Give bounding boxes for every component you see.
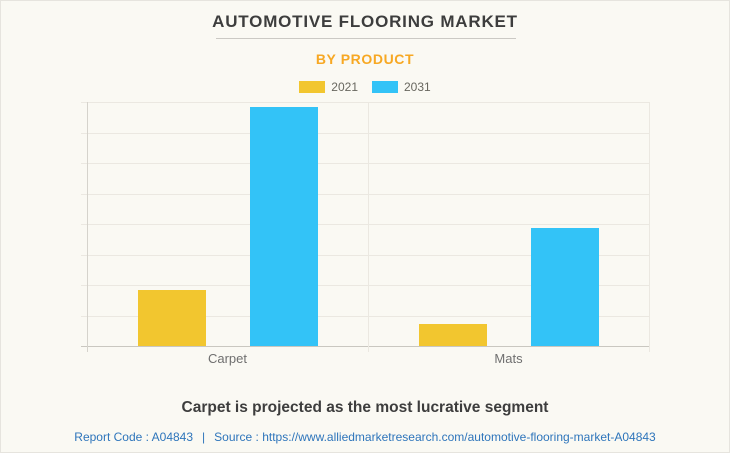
vertical-gridline <box>368 102 369 352</box>
legend-swatch-2031 <box>372 81 398 93</box>
page-title: AUTOMOTIVE FLOORING MARKET <box>212 12 518 31</box>
legend: 2021 2031 <box>1 79 729 95</box>
source-link[interactable]: https://www.alliedmarketresearch.com/aut… <box>262 430 656 444</box>
gridline <box>81 224 649 225</box>
chart-subtitle: BY PRODUCT <box>315 51 415 67</box>
source-label: Source : <box>214 430 259 444</box>
footer-source-line: Report Code : A04843 | Source : https://ww… <box>1 430 729 444</box>
gridline <box>81 193 649 195</box>
bar-carpet-2021[interactable] <box>138 289 206 346</box>
legend-label-2021: 2021 <box>331 80 358 94</box>
x-axis-label-carpet: Carpet <box>207 351 248 366</box>
gridline <box>81 285 649 286</box>
x-axis-line <box>81 346 649 347</box>
bar-carpet-2031[interactable] <box>250 106 318 346</box>
x-axis-label-mats: Mats <box>494 351 523 366</box>
gridline <box>81 254 649 256</box>
y-axis-line <box>87 102 88 352</box>
title-divider <box>216 38 516 39</box>
plot-area <box>81 102 650 352</box>
separator: | <box>202 430 206 444</box>
vertical-gridline <box>649 102 650 352</box>
legend-item-2031[interactable]: 2031 <box>372 80 431 94</box>
x-axis-labels: Carpet Mats <box>87 351 649 369</box>
legend-label-2031: 2031 <box>404 80 431 94</box>
gridline <box>81 315 649 317</box>
gridline <box>81 163 649 164</box>
report-code: Report Code : A04843 <box>74 430 194 444</box>
legend-swatch-2021 <box>299 81 326 93</box>
gridline <box>81 132 649 134</box>
footer-note: Carpet is projected as the most lucrativ… <box>181 399 549 416</box>
gridline <box>81 102 649 103</box>
bar-mats-2021[interactable] <box>419 324 487 346</box>
bar-mats-2031[interactable] <box>531 227 599 346</box>
legend-item-2021[interactable]: 2021 <box>299 80 358 94</box>
